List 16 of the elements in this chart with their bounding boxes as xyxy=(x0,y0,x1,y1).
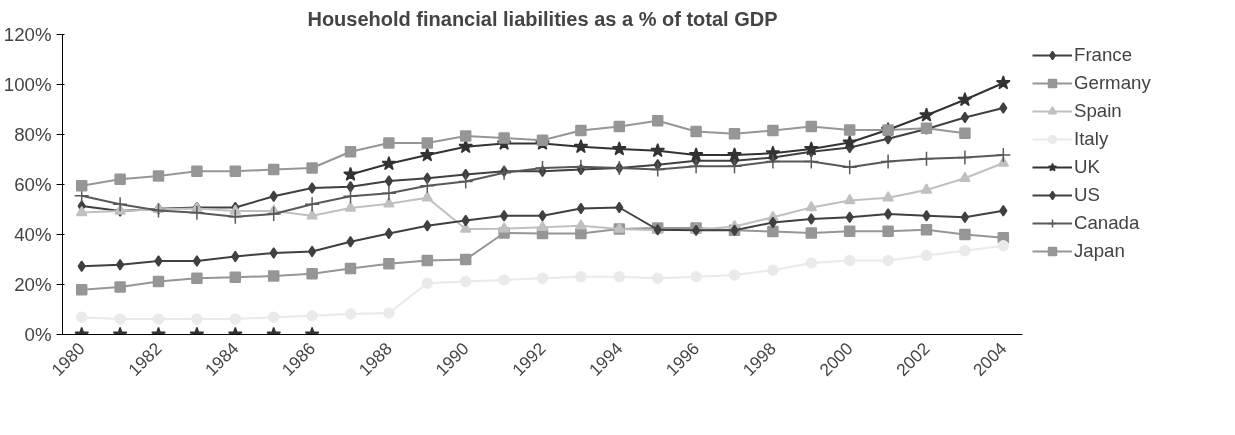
legend-label: Italy xyxy=(1074,128,1109,150)
legend-label: Canada xyxy=(1074,212,1140,234)
y-tick-label: 120% xyxy=(3,24,52,45)
y-tick-label: 100% xyxy=(3,74,52,95)
y-tick-label: 80% xyxy=(14,124,52,145)
y-tick-label: 60% xyxy=(14,174,52,195)
legend-label: Germany xyxy=(1074,72,1151,94)
legend-label: Japan xyxy=(1074,240,1125,262)
y-tick-label: 20% xyxy=(14,274,52,295)
legend-label: UK xyxy=(1074,156,1100,178)
chart-title: Household financial liabilities as a % of total GDP xyxy=(307,7,778,30)
legend-label: France xyxy=(1074,44,1133,66)
legend-label: Spain xyxy=(1074,100,1122,122)
legend-label: US xyxy=(1074,184,1100,206)
y-tick-label: 40% xyxy=(14,224,52,245)
y-tick-label: 0% xyxy=(24,324,52,345)
